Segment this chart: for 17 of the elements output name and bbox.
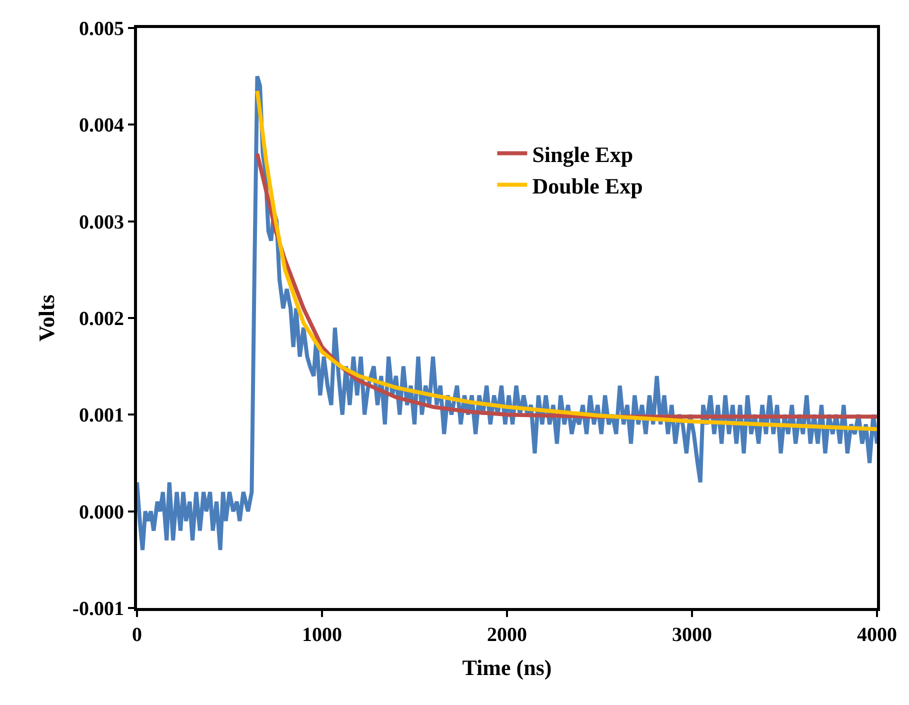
y-tick-label: 0.000 [79, 501, 124, 524]
y-tick-label: 0.002 [79, 308, 124, 330]
x-tick-label: 3000 [672, 624, 712, 646]
y-tick-label: 0.005 [79, 18, 124, 40]
x-tick-label: 0 [132, 624, 142, 646]
line-series [255, 88, 877, 432]
y-axis-title: Volts [34, 294, 60, 342]
legend-label: Single Exp [532, 142, 634, 167]
y-tick-label: 0.004 [79, 114, 124, 137]
x-tick-label: 2000 [487, 624, 527, 646]
y-tick-label: 0.001 [79, 404, 124, 427]
y-tick-label: 0.003 [79, 211, 124, 234]
x-tick-label: 1000 [302, 624, 342, 646]
y-tick-label: -0.001 [72, 598, 124, 620]
x-axis-title: Time (ns) [462, 654, 552, 680]
legend-label: Double Exp [532, 173, 643, 198]
x-tick-label: 4000 [857, 624, 897, 646]
